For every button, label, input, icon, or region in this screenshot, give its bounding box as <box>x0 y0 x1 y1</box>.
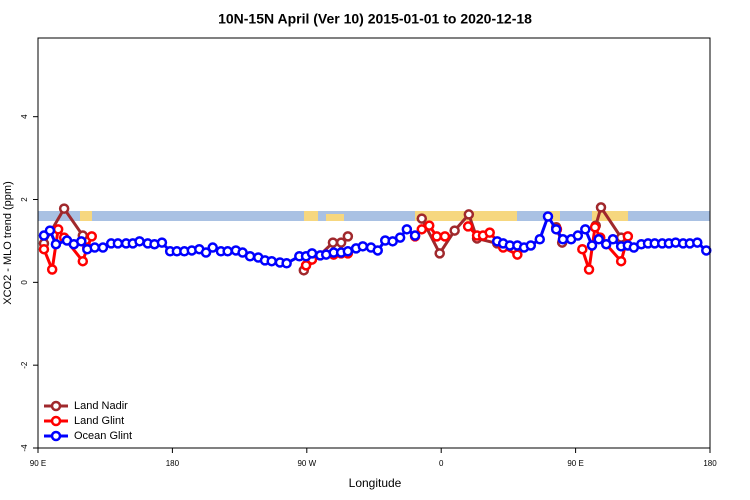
data-point <box>342 246 354 257</box>
data-point <box>577 243 588 255</box>
land-patch <box>304 211 318 221</box>
data-point <box>572 230 584 241</box>
data-point <box>557 234 569 245</box>
data-point <box>327 237 339 248</box>
data-point <box>200 247 212 258</box>
legend-marker <box>50 415 62 427</box>
data-point <box>77 255 89 267</box>
data-point <box>134 236 145 247</box>
data-point <box>58 203 70 214</box>
data-point <box>593 234 604 245</box>
data-point <box>244 251 256 262</box>
data-point <box>701 245 712 256</box>
legend-label: Land Glint <box>74 415 124 427</box>
data-point <box>372 245 383 256</box>
data-point <box>512 249 523 260</box>
data-point <box>222 246 233 257</box>
data-point <box>38 243 50 255</box>
data-point <box>484 227 495 238</box>
x-tick-label: 90 E <box>30 459 46 468</box>
data-point <box>409 230 421 241</box>
data-point <box>52 224 64 235</box>
data-point <box>97 242 109 253</box>
data-point <box>534 234 546 245</box>
data-point <box>462 221 474 232</box>
data-point <box>607 234 619 245</box>
data-point <box>394 232 406 243</box>
data-point <box>342 231 354 242</box>
data-point <box>281 258 292 269</box>
land-patch <box>326 214 344 221</box>
y-tick-label: 4 <box>20 114 29 119</box>
data-point <box>357 241 369 252</box>
data-point <box>600 238 612 250</box>
data-point <box>424 220 435 231</box>
data-point <box>416 213 428 224</box>
data-point <box>266 255 277 267</box>
land-patch <box>548 211 560 221</box>
data-point <box>550 224 562 235</box>
data-point <box>335 237 347 248</box>
data-point <box>50 238 62 250</box>
x-tick-label: 0 <box>439 459 444 468</box>
chart-title: 10N-15N April (Ver 10) 2015-01-01 to 202… <box>218 11 532 27</box>
data-point <box>207 242 218 253</box>
data-point <box>589 222 601 233</box>
y-tick-label: 0 <box>20 280 29 285</box>
legend-marker <box>50 430 62 442</box>
y-tick-label: -2 <box>20 361 29 369</box>
ocean-strip <box>38 211 710 221</box>
data-point <box>586 240 598 251</box>
x-tick-label: 90 W <box>297 459 316 468</box>
data-point <box>76 236 87 247</box>
data-point <box>86 231 98 242</box>
data-point <box>692 237 703 248</box>
land-patch <box>592 211 628 221</box>
data-point <box>595 202 607 213</box>
plot-area <box>38 202 712 276</box>
x-tick-label: 180 <box>703 459 717 468</box>
data-point <box>525 240 537 251</box>
data-point <box>580 224 591 235</box>
legend-label: Ocean Glint <box>74 430 132 442</box>
legend-marker <box>50 400 62 412</box>
y-tick-label: -4 <box>20 444 29 452</box>
data-point <box>401 224 413 235</box>
x-axis-label: Longitude <box>349 476 402 490</box>
plot-frame <box>37 37 711 449</box>
land-patch <box>80 211 92 221</box>
data-point <box>615 255 627 267</box>
data-point <box>449 225 460 236</box>
data-point <box>431 231 442 242</box>
y-axis-label: XCO2 - MLO trend (ppm) <box>2 181 14 304</box>
legend-label: Land Nadir <box>74 400 128 412</box>
x-tick-label: 180 <box>166 459 180 468</box>
data-point <box>583 264 595 275</box>
data-point <box>439 231 451 242</box>
data-point <box>44 225 56 236</box>
data-point <box>306 248 318 259</box>
data-point <box>434 248 445 259</box>
x-tick-label: 90 E <box>567 459 583 468</box>
data-point <box>46 264 58 275</box>
data-point <box>542 211 554 222</box>
data-point <box>622 231 634 242</box>
data-point <box>463 209 475 220</box>
data-point <box>156 237 168 248</box>
data-point <box>89 242 100 253</box>
data-point <box>112 238 124 249</box>
y-tick-label: 2 <box>20 197 29 202</box>
